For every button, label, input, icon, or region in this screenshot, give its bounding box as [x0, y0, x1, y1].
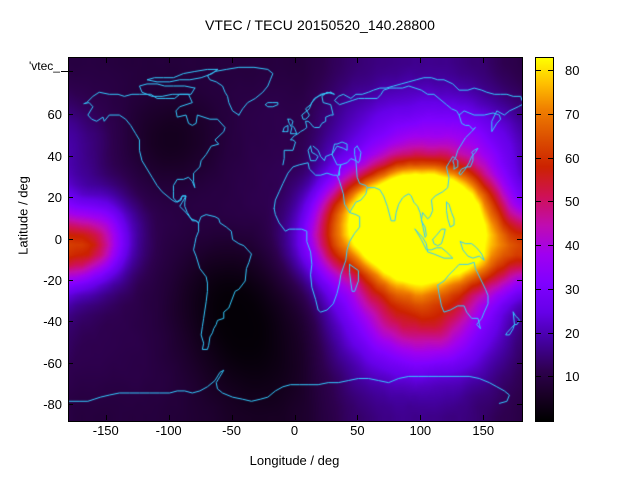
x-tick-mark	[231, 58, 233, 63]
x-tick-mark	[105, 58, 107, 63]
colorbar-tick-mark	[548, 113, 553, 115]
colorbar-tick-mark	[536, 201, 541, 203]
y-tick-mark	[68, 321, 73, 323]
colorbar-tick-mark	[548, 288, 553, 290]
y-tick-label: -40	[43, 314, 62, 330]
y-tick-mark	[517, 362, 522, 364]
y-tick-mark	[68, 362, 73, 364]
x-tick-label: 50	[350, 423, 365, 438]
y-tick-mark	[517, 197, 522, 198]
y-tick-mark	[517, 321, 522, 323]
colorbar-tick-label: 30	[565, 281, 580, 297]
colorbar-tick-mark	[548, 201, 553, 203]
x-tick-mark	[420, 415, 422, 420]
colorbar-tick-label: 20	[565, 325, 580, 341]
colorbar-tick-mark	[536, 376, 541, 378]
y-tick-mark	[517, 114, 522, 116]
x-tick-mark	[357, 58, 359, 63]
colorbar-tick-mark	[548, 157, 553, 159]
y-tick-label: -20	[43, 272, 62, 288]
plot-key-artifact: 'vtec_	[29, 58, 73, 76]
colorbar-tick-mark	[536, 245, 541, 247]
x-tick-mark	[294, 58, 296, 63]
y-tick-mark	[68, 279, 73, 281]
y-tick-mark	[517, 279, 522, 281]
colorbar-tick-mark	[548, 245, 553, 247]
x-tick-label: -150	[92, 423, 119, 438]
y-tick-mark	[517, 404, 522, 406]
plot-area	[68, 57, 523, 422]
y-tick-mark	[68, 197, 73, 198]
key-sample-line	[60, 70, 73, 72]
colorbar-tick-label: 40	[565, 238, 580, 254]
y-tick-label: 60	[47, 107, 62, 123]
colorbar-tick-label: 50	[565, 194, 580, 210]
y-tick-label: 0	[54, 231, 62, 247]
colorbar-gradient	[536, 58, 553, 421]
colorbar-ticks: 80 70 60 50 40 30 20 10	[535, 57, 635, 422]
y-tick-mark	[517, 238, 522, 240]
x-tick-mark	[105, 415, 107, 420]
vtec-heatmap-canvas	[69, 58, 522, 421]
x-tick-label: 100	[409, 423, 432, 438]
y-tick-mark	[68, 238, 73, 240]
colorbar-tick-mark	[536, 70, 541, 72]
key-label: 'vtec_	[29, 59, 60, 73]
y-tick-mark	[68, 155, 73, 157]
x-tick-mark	[168, 58, 170, 63]
colorbar-tick-mark	[536, 113, 541, 115]
y-tick-label: 40	[47, 148, 62, 164]
x-tick-label: -100	[155, 423, 182, 438]
y-axis-ticks: 60 40 20 0 -20 -40 -60 -80	[0, 57, 62, 420]
colorbar-tick-mark	[536, 288, 541, 290]
y-tick-label: 20	[47, 190, 62, 205]
x-axis-ticks: -150 -100 -50 0 50 100 150	[68, 424, 521, 444]
y-tick-label: -80	[43, 397, 62, 413]
y-tick-mark	[68, 404, 73, 406]
x-tick-label: 150	[472, 423, 495, 438]
colorbar-tick-mark	[536, 332, 541, 334]
colorbar-tick-mark	[548, 376, 553, 378]
x-tick-mark	[483, 415, 485, 420]
x-tick-mark	[294, 415, 296, 420]
x-tick-mark	[231, 415, 233, 420]
colorbar-tick-label: 70	[565, 106, 580, 122]
colorbar-tick-mark	[536, 157, 541, 159]
colorbar-tick-label: 10	[565, 369, 580, 385]
x-tick-mark	[357, 415, 359, 420]
x-axis-label: Longitude / deg	[249, 453, 340, 468]
x-tick-label: 0	[290, 423, 299, 438]
x-tick-mark	[483, 58, 485, 63]
x-tick-mark	[168, 415, 170, 420]
colorbar-tick-label: 80	[565, 63, 580, 79]
y-tick-mark	[517, 155, 522, 157]
x-tick-label: -50	[222, 423, 241, 438]
y-tick-mark	[68, 114, 73, 116]
page-title: VTEC / TECU 20150520_140.28800	[204, 17, 435, 33]
colorbar-tick-mark	[548, 332, 553, 334]
x-tick-mark	[420, 58, 422, 63]
colorbar-tick-mark	[548, 70, 553, 72]
colorbar	[535, 57, 554, 422]
colorbar-tick-label: 60	[565, 150, 580, 166]
y-tick-label: -60	[43, 355, 62, 371]
